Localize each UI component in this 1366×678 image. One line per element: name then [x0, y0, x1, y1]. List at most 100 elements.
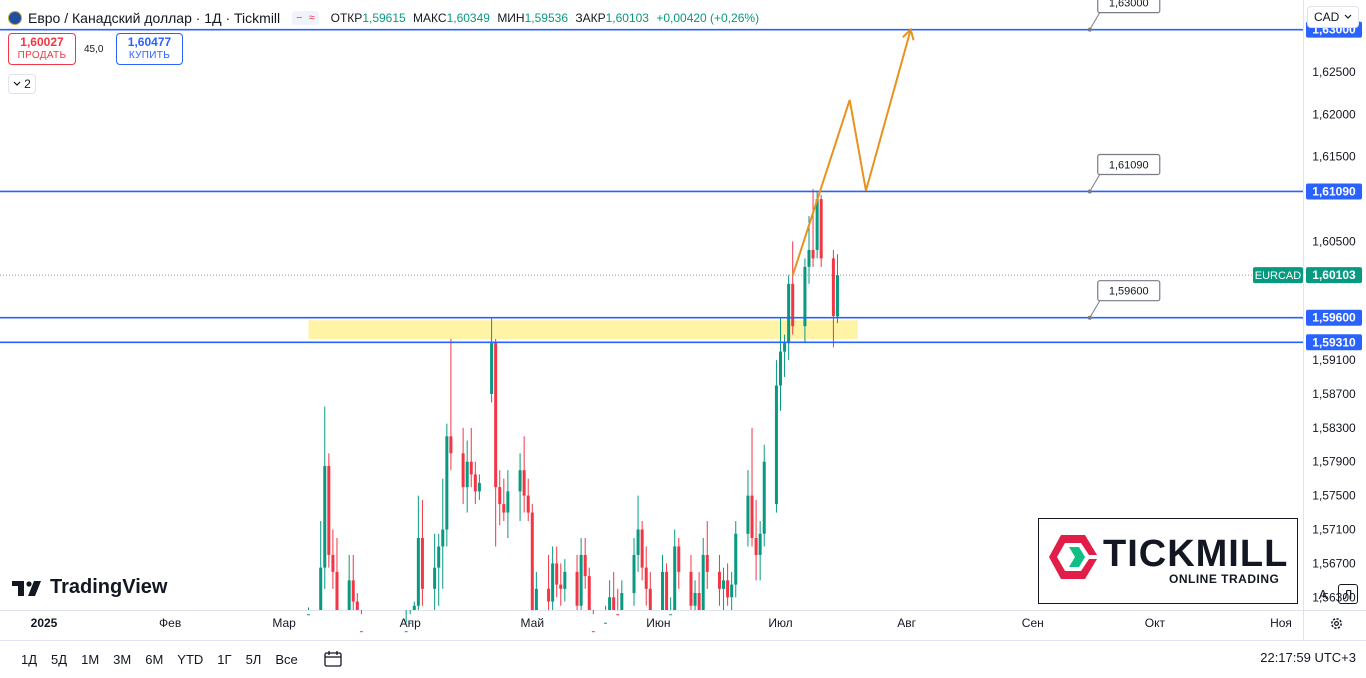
- candle-body: [473, 474, 477, 492]
- candle: [420, 499, 424, 606]
- calendar-range-icon[interactable]: [323, 650, 343, 668]
- candle: [461, 427, 465, 505]
- candle-body: [559, 584, 563, 589]
- timeframe-ytd[interactable]: YTD: [177, 651, 204, 667]
- candle-body: [408, 622, 412, 624]
- sell-button[interactable]: 1,60027 ПРОДАТЬ: [8, 33, 76, 65]
- candle-body: [490, 343, 494, 394]
- gear-icon[interactable]: [1328, 615, 1344, 631]
- candle: [551, 546, 555, 610]
- timeframe-5y[interactable]: 5Л: [245, 651, 262, 667]
- candle: [579, 537, 583, 610]
- candle-body: [441, 529, 445, 547]
- price-tick-label: 1,60500: [1312, 234, 1356, 248]
- candle: [306, 607, 310, 616]
- projection-arrowhead: [902, 27, 915, 41]
- level-price-tag-text: 1,59600: [1312, 311, 1356, 325]
- candle: [445, 423, 449, 547]
- timeframe-6m[interactable]: 6М: [145, 651, 164, 667]
- buy-button[interactable]: 1,60477 КУПИТЬ: [116, 33, 183, 65]
- candle: [591, 610, 595, 633]
- candle-body: [355, 601, 359, 610]
- ohlc-high-value: 1,60349: [446, 11, 490, 25]
- candle: [791, 241, 795, 335]
- candle: [750, 427, 754, 547]
- price-tick-label: 1,58300: [1312, 421, 1356, 435]
- candle-body: [437, 546, 441, 568]
- price-tick-label: 1,62500: [1312, 65, 1356, 79]
- timeframe-5d[interactable]: 5Д: [51, 651, 68, 667]
- candle: [665, 563, 669, 610]
- candle: [408, 610, 412, 624]
- candle-body: [689, 571, 693, 606]
- level-callout-box: [1097, 153, 1161, 176]
- timeframe-3m[interactable]: 3М: [113, 651, 132, 667]
- time-tick-label: Апр: [400, 616, 422, 630]
- spread-value: 45,0: [84, 44, 104, 55]
- symbol-title[interactable]: Евро / Канадский доллар · 1Д · Tickmill: [28, 10, 281, 26]
- candle: [351, 554, 355, 610]
- last-price-tag: [1306, 267, 1362, 284]
- candle: [726, 563, 730, 606]
- candle-body: [750, 495, 754, 538]
- candle: [327, 453, 331, 568]
- candle-body: [673, 546, 677, 610]
- candle: [355, 593, 359, 610]
- currency-select[interactable]: CAD: [1307, 6, 1359, 28]
- candle-body: [608, 597, 612, 610]
- candle: [616, 588, 620, 616]
- candle-body: [526, 495, 530, 513]
- collapse-indicators-button[interactable]: 2: [8, 74, 36, 94]
- ohlc-change: +0,00420 (+0,26%): [656, 11, 760, 25]
- candle: [404, 610, 408, 633]
- tickmill-logo: TICKMILL ONLINE TRADING: [1038, 518, 1298, 604]
- level-price-tag: [1306, 183, 1362, 200]
- candle: [449, 338, 453, 471]
- candle: [811, 188, 815, 267]
- candle-body: [534, 588, 538, 610]
- price-tick-label: 1,59100: [1312, 353, 1356, 367]
- candle: [722, 567, 726, 610]
- candle-body: [522, 470, 526, 496]
- symbol-flag-icon: [8, 11, 22, 25]
- level-price-tag-text: 1,61090: [1312, 184, 1356, 198]
- candle: [502, 478, 506, 522]
- candle: [555, 546, 559, 598]
- candle-body: [498, 487, 502, 505]
- candle: [620, 580, 624, 610]
- price-tick-label: 1,58700: [1312, 387, 1356, 401]
- candle-body: [449, 436, 453, 454]
- timeframe-1m[interactable]: 1М: [81, 651, 100, 667]
- candle-body: [730, 584, 734, 598]
- candle-body: [612, 597, 616, 610]
- candle: [612, 571, 616, 610]
- candle-body: [551, 563, 555, 602]
- callout-pointer: [1089, 300, 1101, 318]
- candle-body: [632, 554, 636, 594]
- candle-body: [465, 461, 469, 488]
- candle-body: [547, 588, 551, 602]
- candle-body: [347, 580, 351, 610]
- time-tick-label: Июн: [646, 616, 670, 630]
- time-tick-label: Фев: [159, 616, 181, 630]
- candle-body: [697, 593, 701, 610]
- log-scale-button[interactable]: Л: [1338, 584, 1358, 604]
- timeframe-1d[interactable]: 1Д: [21, 651, 38, 667]
- candle: [494, 338, 498, 547]
- candle: [831, 249, 835, 348]
- auto-scale-button[interactable]: A: [1318, 586, 1328, 602]
- candle: [774, 360, 778, 513]
- timeframe-1y[interactable]: 1Г: [217, 651, 232, 667]
- candle-body: [461, 453, 465, 488]
- timeframe-all[interactable]: Все: [275, 651, 298, 667]
- candle-body: [693, 593, 697, 606]
- tradingview-logo[interactable]: TradingView: [12, 576, 167, 599]
- time-tick-label: Ноя: [1270, 616, 1292, 630]
- clock-readout[interactable]: 22:17:59 UTC+3: [1260, 650, 1356, 665]
- candle-body: [734, 533, 738, 585]
- candle-body: [648, 588, 652, 610]
- candle-body: [575, 571, 579, 606]
- candle: [705, 521, 709, 589]
- indicator-pill[interactable]: − ≈: [292, 11, 319, 25]
